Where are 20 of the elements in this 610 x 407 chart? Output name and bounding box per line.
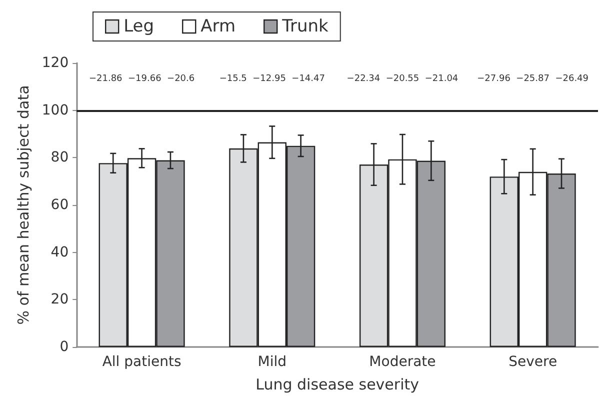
annotation: −22.34 −20.55 −21.04 [346,74,458,84]
y-tick-label: 100 [42,102,69,118]
x-tick-label: All patients [102,354,182,370]
legend-label: Trunk [281,16,329,36]
x-tick-label: Moderate [369,354,436,370]
legend-label: Leg [124,16,154,36]
y-tick-label: 80 [50,150,69,166]
annotation: −27.96 −25.87 −26.49 [477,74,589,84]
annotation: −21.86 −19.66 −20.6 [88,74,195,84]
x-axis-title: Lung disease severity [256,376,420,394]
annotation: −15.5 −12.95 −14.47 [219,74,325,84]
legend-label: Arm [200,16,236,36]
y-tick-label: 0 [60,339,69,355]
y-axis-title: % of mean healthy subject data [14,85,32,325]
x-tick-label: Mild [258,354,287,370]
y-tick-label: 120 [42,55,69,71]
y-tick-label: 60 [50,197,69,213]
y-tick-label: 20 [50,292,69,308]
y-tick-label: 40 [50,244,69,260]
x-tick-label: Severe [508,354,558,370]
